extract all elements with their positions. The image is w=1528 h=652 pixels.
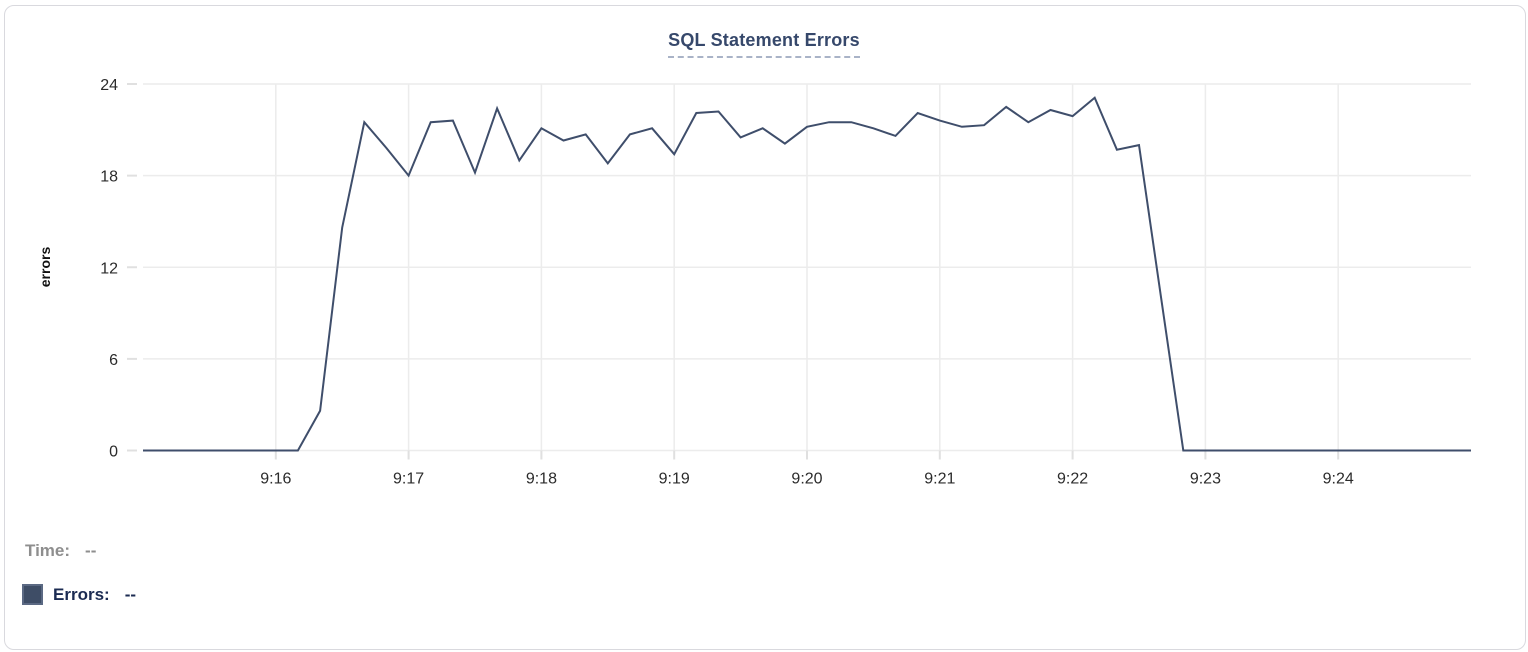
hover-readout-time: Time: -- [25,541,96,561]
y-tick-label: 6 [109,352,118,369]
y-tick-label: 12 [100,260,118,277]
x-tick-label: 9:17 [393,471,424,488]
errors-series-line [143,96,1471,452]
chart-card [4,5,1526,650]
x-tick-label: 9:18 [526,471,557,488]
hover-time-label: Time: [25,541,71,560]
x-tick-label: 9:19 [659,471,690,488]
y-tick-label: 24 [100,77,118,94]
x-tick-label: 9:20 [791,471,822,488]
hover-readout-errors: Errors: -- [22,584,136,605]
y-tick-label: 0 [109,444,118,461]
hover-errors-value: -- [124,584,137,604]
chart-title[interactable]: SQL Statement Errors [668,30,860,58]
y-axis-title: errors [37,246,53,288]
chart-title-row: SQL Statement Errors [0,30,1528,58]
hover-errors-label: Errors: [53,584,110,604]
x-tick-label: 9:24 [1323,471,1354,488]
y-tick-label: 18 [100,169,118,186]
x-tick-label: 9:23 [1190,471,1221,488]
x-tick-label: 9:22 [1057,471,1088,488]
hover-time-value: -- [85,541,97,560]
x-tick-label: 9:16 [260,471,291,488]
x-tick-label: 9:21 [924,471,955,488]
errors-series-swatch [22,584,43,605]
